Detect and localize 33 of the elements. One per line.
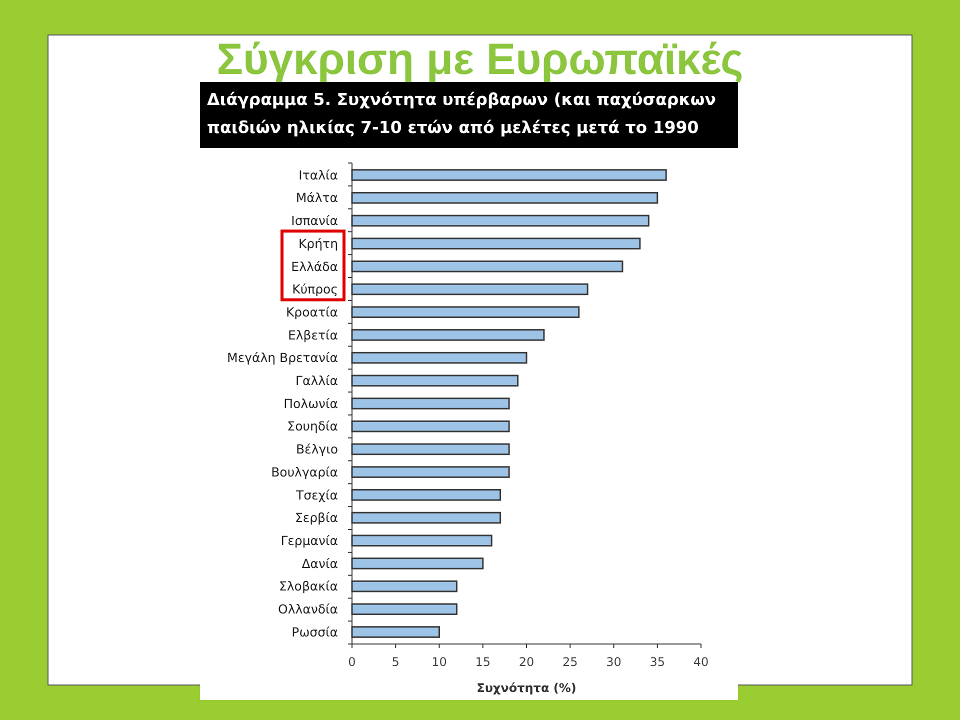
y-tick-label: Σερβία xyxy=(294,510,338,526)
x-tick-label: 25 xyxy=(562,655,578,669)
y-tick-label: Δανία xyxy=(302,556,338,571)
chart-title: Σύγκριση με Ευρωπαϊκές xyxy=(216,35,744,84)
y-tick-label: Βέλγιο xyxy=(296,442,338,457)
x-tick-label: 10 xyxy=(432,655,447,669)
x-tick-label: 15 xyxy=(475,655,491,669)
x-tick-label: 5 xyxy=(392,655,400,669)
y-tick-label: Σουηδία xyxy=(287,418,338,434)
y-tick-label: Ελλάδα xyxy=(291,258,338,274)
y-tick-label: Κρήτη xyxy=(298,236,338,251)
y-tick-label: Γερμανία xyxy=(280,532,338,548)
y-tick-label: Γαλλία xyxy=(296,373,338,388)
x-tick-label: 40 xyxy=(693,655,709,669)
y-tick-label: Βουλγαρία xyxy=(271,464,338,480)
y-tick-label: Ελβετία xyxy=(288,327,338,342)
y-tick-label: Πολωνία xyxy=(284,396,338,411)
y-tick-label: Ισπανία xyxy=(291,213,338,228)
y-tick-label: Ρωσσία xyxy=(292,624,338,640)
y-tick-label: Μάλτα xyxy=(296,190,338,206)
y-tick-label: Κροατία xyxy=(286,304,338,320)
x-axis-title: Συχνότητα (%) xyxy=(476,681,576,695)
chart-subtitle: Διάγραμμα 5. Συχνότητα υπέρβαρων (και παχύσαρκων παιδιών ηλικίας 7-10 ετών από μελέτες μετά το 1990 xyxy=(207,90,716,137)
y-tick-label: Σλοβακία xyxy=(279,578,338,594)
x-tick-label: 20 xyxy=(518,655,534,669)
x-tick-label: 35 xyxy=(650,655,666,669)
y-tick-label: Ολλανδία xyxy=(278,602,338,617)
y-tick-label: Τσεχία xyxy=(294,487,338,502)
y-tick-label: Ιταλία xyxy=(298,167,338,182)
y-tick-label: Κύπρος xyxy=(292,282,338,297)
x-tick-label: 30 xyxy=(606,655,622,669)
y-tick-label: Μεγάλη Βρετανία xyxy=(227,350,338,366)
x-tick-label: 0 xyxy=(348,655,356,669)
